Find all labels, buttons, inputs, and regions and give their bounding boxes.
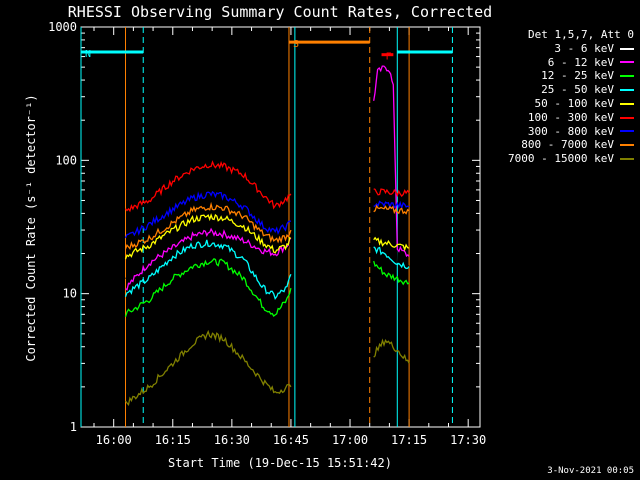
legend-item: 12 - 25 keV bbox=[454, 69, 634, 83]
legend-item-label: 100 - 300 keV bbox=[527, 110, 614, 124]
y-tick-label: 1000 bbox=[48, 20, 77, 34]
series-line bbox=[125, 227, 292, 291]
interval-flag: F bbox=[386, 52, 392, 63]
legend-item: 300 - 800 keV bbox=[454, 125, 634, 139]
x-tick-label: 17:30 bbox=[450, 433, 486, 447]
interval-flag: N bbox=[85, 49, 91, 60]
series-line bbox=[124, 160, 292, 213]
chart-title: RHESSI Observing Summary Count Rates, Co… bbox=[68, 3, 492, 21]
legend-item-label: 50 - 100 keV bbox=[534, 96, 614, 110]
series-line bbox=[124, 239, 292, 301]
y-tick-label: 1 bbox=[70, 420, 77, 434]
legend-item: 6 - 12 keV bbox=[454, 56, 634, 70]
series-line bbox=[373, 204, 410, 215]
x-axis-label: Start Time (19-Dec-15 15:51:42) bbox=[168, 456, 392, 470]
legend-item-swatch bbox=[620, 116, 634, 119]
y-tick-label: 100 bbox=[55, 153, 77, 167]
x-tick-label: 17:00 bbox=[332, 433, 368, 447]
series-line bbox=[124, 257, 292, 317]
legend-title: Det 1,5,7, Att 0 bbox=[528, 28, 634, 41]
series-line bbox=[373, 65, 410, 258]
legend-item-swatch bbox=[620, 47, 634, 50]
legend-item-label: 3 - 6 keV bbox=[554, 41, 614, 55]
series-line bbox=[373, 200, 410, 210]
series-line bbox=[124, 329, 292, 406]
interval-flag: S bbox=[293, 39, 299, 50]
legend-item-label: 7000 - 15000 keV bbox=[508, 152, 614, 166]
legend-item-swatch bbox=[620, 75, 634, 78]
legend-item-swatch bbox=[620, 144, 634, 147]
legend-item-swatch bbox=[620, 158, 634, 161]
series-line bbox=[124, 213, 292, 260]
legend-item-label: 800 - 7000 keV bbox=[521, 138, 614, 152]
plot-layer: 1 10 100 1000 16:00 16:15 16:30 16:45 17:00 17:15… bbox=[48, 20, 486, 447]
series-line bbox=[124, 190, 291, 239]
series-line bbox=[373, 260, 410, 286]
series-line bbox=[373, 246, 410, 270]
series-line bbox=[124, 201, 292, 251]
legend-item-swatch bbox=[620, 102, 634, 105]
x-tick-label: 17:15 bbox=[391, 433, 427, 447]
legend-item: 800 - 7000 keV bbox=[454, 138, 634, 152]
legend-item: 7000 - 15000 keV bbox=[454, 152, 634, 166]
x-tick-label: 16:45 bbox=[273, 433, 309, 447]
legend-item: 25 - 50 keV bbox=[454, 83, 634, 97]
legend-item-swatch bbox=[620, 89, 634, 92]
legend-item-label: 6 - 12 keV bbox=[547, 55, 614, 69]
series-line bbox=[373, 236, 410, 252]
legend: Det 1,5,7, Att 0 3 - 6 keV 6 - 12 keV 12 -… bbox=[454, 28, 634, 166]
legend-item-swatch bbox=[620, 61, 634, 64]
legend-item-swatch bbox=[620, 130, 634, 133]
legend-item: 100 - 300 keV bbox=[454, 111, 634, 125]
legend-item-label: 25 - 50 keV bbox=[541, 83, 614, 97]
x-tick-label: 16:30 bbox=[214, 433, 250, 447]
legend-item: 3 - 6 keV bbox=[454, 42, 634, 56]
series-line bbox=[373, 338, 410, 364]
series-line bbox=[373, 188, 410, 198]
series-line bbox=[125, 229, 292, 282]
y-tick-label: 10 bbox=[63, 287, 77, 301]
x-tick-label: 16:00 bbox=[96, 433, 132, 447]
x-tick-label: 16:15 bbox=[155, 433, 191, 447]
y-axis-label: Corrected Count Rate (s⁻¹ detector⁻¹) bbox=[24, 94, 38, 361]
footer-date: 3-Nov-2021 00:05 bbox=[547, 466, 634, 476]
legend-item-label: 12 - 25 keV bbox=[541, 69, 614, 83]
legend-rows: 3 - 6 keV 6 - 12 keV 12 - 25 keV 25 - 50 ke… bbox=[454, 42, 634, 166]
legend-item-label: 300 - 800 keV bbox=[527, 124, 614, 138]
legend-item: 50 - 100 keV bbox=[454, 97, 634, 111]
